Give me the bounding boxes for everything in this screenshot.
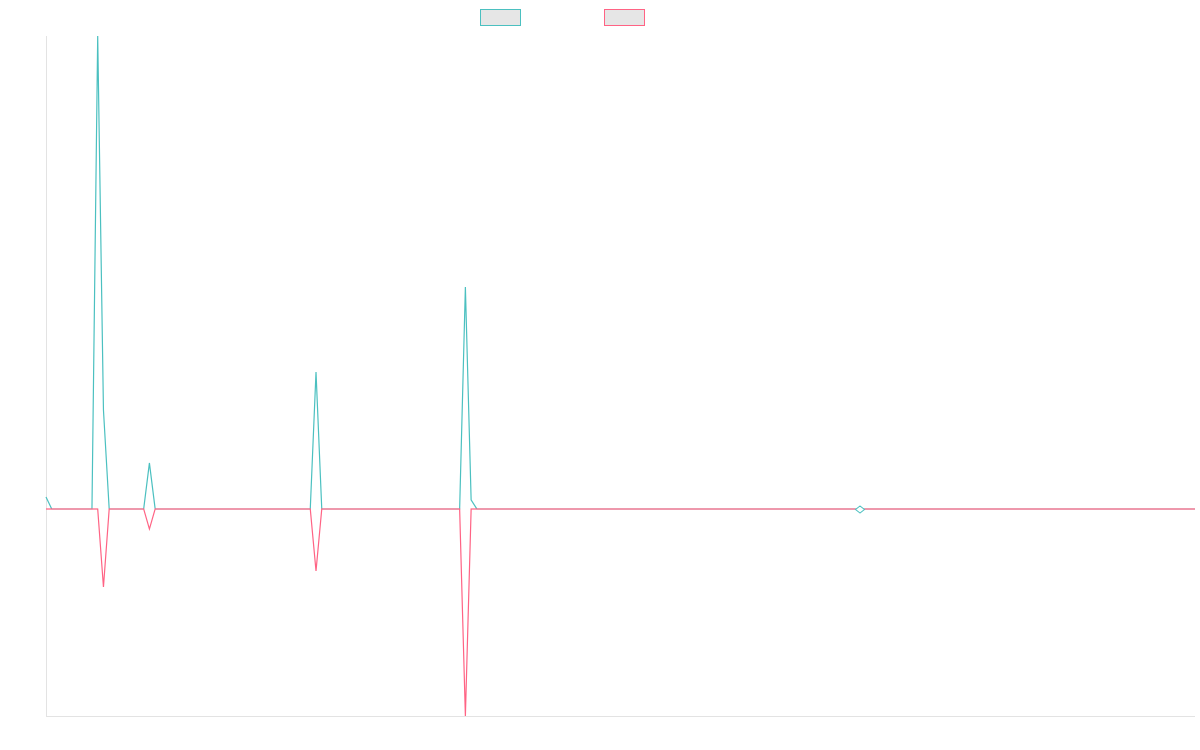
hover-point xyxy=(854,505,866,514)
series-line xyxy=(45,35,1195,510)
series-line xyxy=(46,508,1195,717)
legend-swatch[interactable] xyxy=(480,9,521,26)
legend-swatch[interactable] xyxy=(604,9,645,26)
